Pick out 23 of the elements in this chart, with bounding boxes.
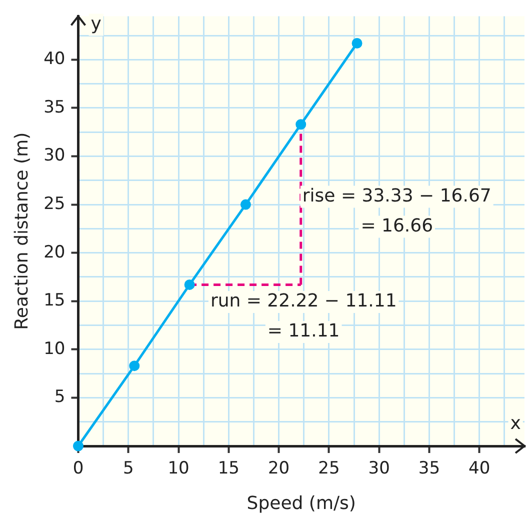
annotation: x <box>510 413 522 434</box>
y-tick-label: 35 <box>44 97 66 118</box>
y-tick-label: 15 <box>44 290 66 311</box>
y-axis-title: Reaction distance (m) <box>11 132 32 330</box>
y-tick-label: 10 <box>44 338 66 359</box>
annotation: y <box>90 13 102 34</box>
x-tick-label: 30 <box>368 458 390 479</box>
x-tick-label: 0 <box>72 458 84 479</box>
x-tick-label: 35 <box>418 458 440 479</box>
y-tick-label: 30 <box>44 146 66 166</box>
x-tick-label: 20 <box>268 458 290 479</box>
x-tick-label: 40 <box>468 458 490 479</box>
x-axis-title: Speed (m/s) <box>246 492 356 514</box>
y-tick-label: 5 <box>54 387 66 408</box>
x-tick-label: 5 <box>122 458 134 479</box>
annotation: run = 22.22 − 11.11 = 11.11 <box>210 290 397 342</box>
x-tick-label: 25 <box>318 458 340 479</box>
x-tick-label: 10 <box>168 458 190 479</box>
y-tick-label: 40 <box>44 49 66 70</box>
x-tick-label: 15 <box>218 458 240 479</box>
y-tick-label: 25 <box>44 194 66 214</box>
y-tick-label: 20 <box>44 242 66 262</box>
annotation: rise = 33.33 − 16.67 = 16.66 <box>302 185 492 236</box>
